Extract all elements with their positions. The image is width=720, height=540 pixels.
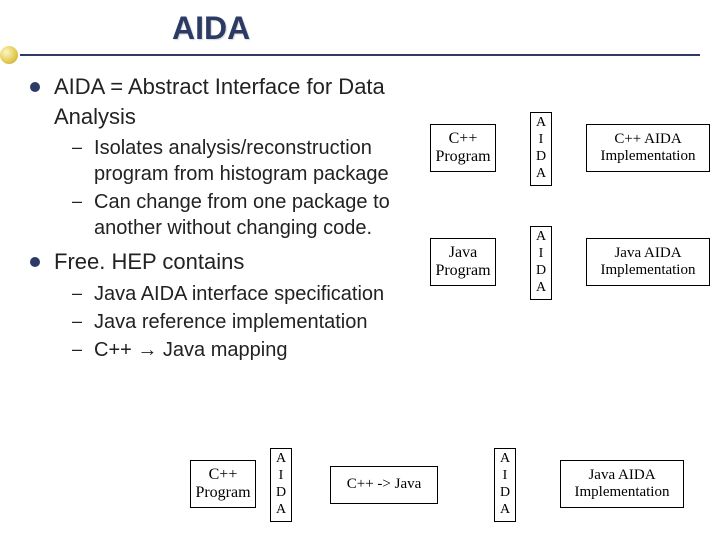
aida-letter: D [500, 485, 510, 502]
slide-title: AIDA [172, 10, 250, 47]
bullet-dot-icon [30, 257, 40, 267]
aida-letter: A [536, 229, 546, 246]
bullet-text: AIDA = Abstract Interface for Data Analy… [54, 72, 419, 131]
box-java-program: Java Program [430, 238, 496, 286]
bullet-text: Free. HEP contains [54, 247, 244, 277]
bullet-text: Can change from one package to another w… [94, 189, 419, 241]
aida-letter: A [536, 166, 546, 183]
box-aida-bottom-left: A I D A [270, 448, 292, 522]
slide-header: AIDA [0, 0, 720, 60]
aida-letter: I [539, 132, 544, 149]
bullet-dash-icon: – [72, 339, 82, 360]
bullet-level1: AIDA = Abstract Interface for Data Analy… [30, 72, 690, 131]
box-cpp-program-top: C++ Program [430, 124, 496, 172]
bullet-level2: – Java reference implementation [72, 309, 690, 335]
bullet-dash-icon: – [72, 191, 82, 212]
aida-letter: I [503, 468, 508, 485]
slide-content: AIDA = Abstract Interface for Data Analy… [30, 72, 690, 365]
box-cpp-to-java: C++ -> Java [330, 466, 438, 504]
bullet-text: Java reference implementation [94, 309, 367, 335]
box-java-impl-bottom: Java AIDA Implementation [560, 460, 684, 508]
bullet-dash-icon: – [72, 137, 82, 158]
bullet-text: C++ → Java mapping [94, 337, 287, 363]
aida-letter: A [276, 502, 286, 519]
bullet-text: Java AIDA interface specification [94, 281, 384, 307]
bullet-text: Isolates analysis/reconstruction program… [94, 135, 419, 187]
box-aida-mid: A I D A [530, 226, 552, 300]
box-aida-top: A I D A [530, 112, 552, 186]
header-accent-circle [0, 46, 18, 64]
bullet-level2: – Can change from one package to another… [72, 189, 690, 241]
aida-letter: D [276, 485, 286, 502]
box-cpp-program-bottom: C++ Program [190, 460, 256, 508]
aida-letter: D [536, 149, 546, 166]
bullet-dash-icon: – [72, 311, 82, 332]
header-underline [20, 54, 700, 56]
aida-letter: I [279, 468, 284, 485]
aida-letter: I [539, 246, 544, 263]
aida-letter: A [500, 502, 510, 519]
aida-letter: A [536, 115, 546, 132]
bullet-level2: – C++ → Java mapping [72, 337, 690, 363]
aida-letter: A [500, 451, 510, 468]
aida-letter: A [536, 280, 546, 297]
bullet-dash-icon: – [72, 283, 82, 304]
bullet-dot-icon [30, 82, 40, 92]
box-java-impl-mid: Java AIDA Implementation [586, 238, 710, 286]
box-aida-bottom-right: A I D A [494, 448, 516, 522]
box-cpp-impl: C++ AIDA Implementation [586, 124, 710, 172]
aida-letter: D [536, 263, 546, 280]
aida-letter: A [276, 451, 286, 468]
